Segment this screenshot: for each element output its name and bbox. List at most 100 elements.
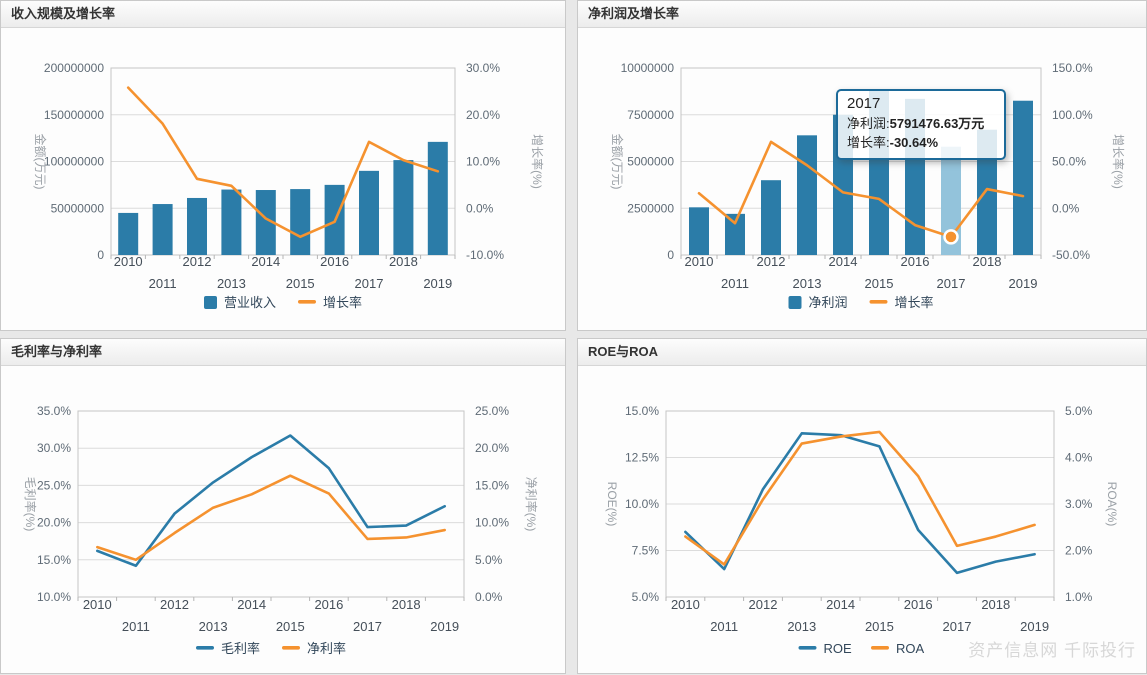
- x-axis-year-label: 2014: [237, 597, 266, 612]
- x-axis-year-label: 2013: [787, 619, 816, 634]
- bar[interactable]: [761, 180, 781, 255]
- left-axis-tick-label: 15.0%: [625, 404, 659, 418]
- bar[interactable]: [797, 135, 817, 255]
- legend: 毛利率 净利率: [196, 641, 346, 656]
- revenue-growth-chart[interactable]: 0 -10.0% 50000000 0.0% 100000000 10.0% 1500000…: [1, 28, 565, 332]
- x-axis-year-label: 2017: [353, 619, 382, 634]
- bar[interactable]: [255, 190, 276, 255]
- left-axis-title: 金额(万元): [33, 134, 48, 190]
- x-axis-year-label: 2019: [430, 619, 459, 634]
- right-axis-tick-label: 10.0%: [466, 155, 500, 169]
- line-series[interactable]: [697, 140, 1025, 239]
- legend-line-swatch: [282, 646, 300, 650]
- panel-margins: 毛利率与净利率 10.0% 0.0% 15.0% 5.0% 20.0% 10.0% 25.0…: [0, 338, 566, 674]
- left-axis-tick-label: 10.0%: [37, 590, 71, 604]
- x-axis-year-label: 2014: [251, 254, 280, 269]
- x-axis-year-label: 2014: [829, 254, 858, 269]
- netprofit-growth-chart[interactable]: 0 -50.0% 2500000 0.0% 5000000 50.0% 7500000 100…: [578, 28, 1146, 332]
- panel-revenue-growth: 收入规模及增长率 0 -10.0% 50000000 0.0% 100000000 10.…: [0, 0, 566, 331]
- roe-roa-chart[interactable]: 5.0% 1.0% 7.5% 2.0% 10.0% 3.0% 12.5% 4.0% 15.0% 5…: [578, 366, 1146, 675]
- legend-label: ROA: [896, 641, 925, 656]
- bar[interactable]: [689, 207, 709, 255]
- margins-chart[interactable]: 10.0% 0.0% 15.0% 5.0% 20.0% 10.0% 25.0% 15.0% 30…: [1, 366, 565, 675]
- left-axis-tick-label: 20.0%: [37, 516, 71, 530]
- right-axis-tick-label: -50.0%: [1052, 248, 1090, 262]
- x-axis-year-label: 2016: [901, 254, 930, 269]
- legend-line-swatch: [871, 646, 889, 650]
- left-axis-tick-label: 30.0%: [37, 441, 71, 455]
- legend-label: 净利润: [809, 295, 848, 310]
- legend: 营业收入 增长率: [204, 295, 362, 310]
- x-axis-year-label: 2014: [826, 597, 855, 612]
- right-axis-tick-label: 150.0%: [1052, 61, 1093, 75]
- legend-item-1[interactable]: 净利润: [788, 295, 848, 310]
- right-axis-tick-label: 1.0%: [1065, 590, 1093, 604]
- right-axis-tick-label: -10.0%: [466, 248, 504, 262]
- legend-bar-swatch: [788, 296, 802, 309]
- tooltip-growth-label: 增长率:: [847, 135, 890, 150]
- x-axis-year-label: 2019: [423, 276, 452, 291]
- x-axis-year-label: 2017: [937, 276, 966, 291]
- bar[interactable]: [427, 141, 448, 255]
- legend-label: 营业收入: [224, 295, 276, 310]
- line-series[interactable]: [96, 474, 447, 562]
- legend-item-1[interactable]: 营业收入: [204, 295, 276, 310]
- tooltip-netprofit-row: 净利润:5791476.63万元: [847, 114, 995, 133]
- legend-label: 增长率: [323, 295, 362, 310]
- x-axis-year-label: 2010: [83, 597, 112, 612]
- left-axis-tick-label: 2500000: [627, 201, 674, 215]
- bar-highlighted[interactable]: [941, 146, 961, 255]
- x-axis-year-label: 2017: [943, 619, 972, 634]
- line-series[interactable]: [126, 86, 440, 239]
- left-axis-tick-label: 50000000: [51, 201, 105, 215]
- x-axis-year-label: 2012: [757, 254, 786, 269]
- panel-body: 10.0% 0.0% 15.0% 5.0% 20.0% 10.0% 25.0% 15.0% 30…: [1, 366, 565, 675]
- line-series[interactable]: [96, 434, 447, 568]
- tooltip-year: 2017: [847, 95, 881, 112]
- panel-title: 毛利率与净利率: [11, 344, 103, 359]
- bar[interactable]: [977, 129, 997, 255]
- legend-item-2[interactable]: ROA: [871, 641, 925, 656]
- bar[interactable]: [359, 170, 379, 255]
- bar[interactable]: [152, 204, 173, 255]
- line-series[interactable]: [684, 432, 1036, 575]
- legend-item-1[interactable]: ROE: [798, 641, 853, 656]
- panel-header: 净利润及增长率: [578, 1, 1146, 28]
- right-axis-title: 净利率(%): [524, 477, 539, 532]
- x-axis-year-label: 2011: [149, 276, 177, 291]
- legend-item-1[interactable]: 毛利率: [196, 641, 260, 656]
- bar[interactable]: [725, 213, 745, 255]
- panel-body: 5.0% 1.0% 7.5% 2.0% 10.0% 3.0% 12.5% 4.0% 15.0% 5…: [578, 366, 1146, 675]
- right-axis-title: 增长率(%): [1111, 134, 1126, 189]
- line-series[interactable]: [684, 430, 1036, 566]
- left-axis-tick-label: 10.0%: [625, 497, 659, 511]
- legend-bar-swatch: [204, 296, 217, 309]
- legend-item-2[interactable]: 净利率: [282, 641, 346, 656]
- bar[interactable]: [118, 212, 139, 255]
- bar[interactable]: [187, 197, 207, 255]
- x-axis-year-label: 2013: [199, 619, 228, 634]
- legend-item-2[interactable]: 增长率: [298, 295, 362, 310]
- legend-item-2[interactable]: 增长率: [869, 295, 934, 310]
- x-axis-year-label: 2016: [320, 254, 349, 269]
- x-axis-labels: 2010 2011 2012 2013 2014 2015 2016 2017 2018 2019: [685, 254, 1038, 291]
- right-axis-tick-label: 15.0%: [475, 478, 509, 492]
- panel-title: 净利润及增长率: [588, 6, 680, 21]
- x-axis-year-label: 2015: [865, 619, 894, 634]
- panel-body: 0 -10.0% 50000000 0.0% 100000000 10.0% 1500000…: [1, 28, 565, 332]
- panel-header: 收入规模及增长率: [1, 1, 565, 28]
- bar[interactable]: [221, 189, 242, 255]
- hover-point-marker[interactable]: [943, 229, 959, 245]
- bar[interactable]: [393, 160, 414, 255]
- bar[interactable]: [290, 189, 311, 255]
- bar[interactable]: [1013, 100, 1033, 255]
- legend: 净利润 增长率: [788, 295, 934, 310]
- grid: 10.0% 0.0% 15.0% 5.0% 20.0% 10.0% 25.0% 15.0% 30…: [37, 404, 509, 604]
- legend-line-swatch: [196, 646, 214, 650]
- tooltip-netprofit-label: 净利润:: [847, 116, 890, 131]
- x-axis-year-label: 2017: [355, 276, 384, 291]
- legend-label: ROE: [824, 641, 853, 656]
- panel-header: 毛利率与净利率: [1, 339, 565, 366]
- left-axis-tick-label: 7.5%: [632, 544, 660, 558]
- left-axis-tick-label: 5.0%: [632, 590, 660, 604]
